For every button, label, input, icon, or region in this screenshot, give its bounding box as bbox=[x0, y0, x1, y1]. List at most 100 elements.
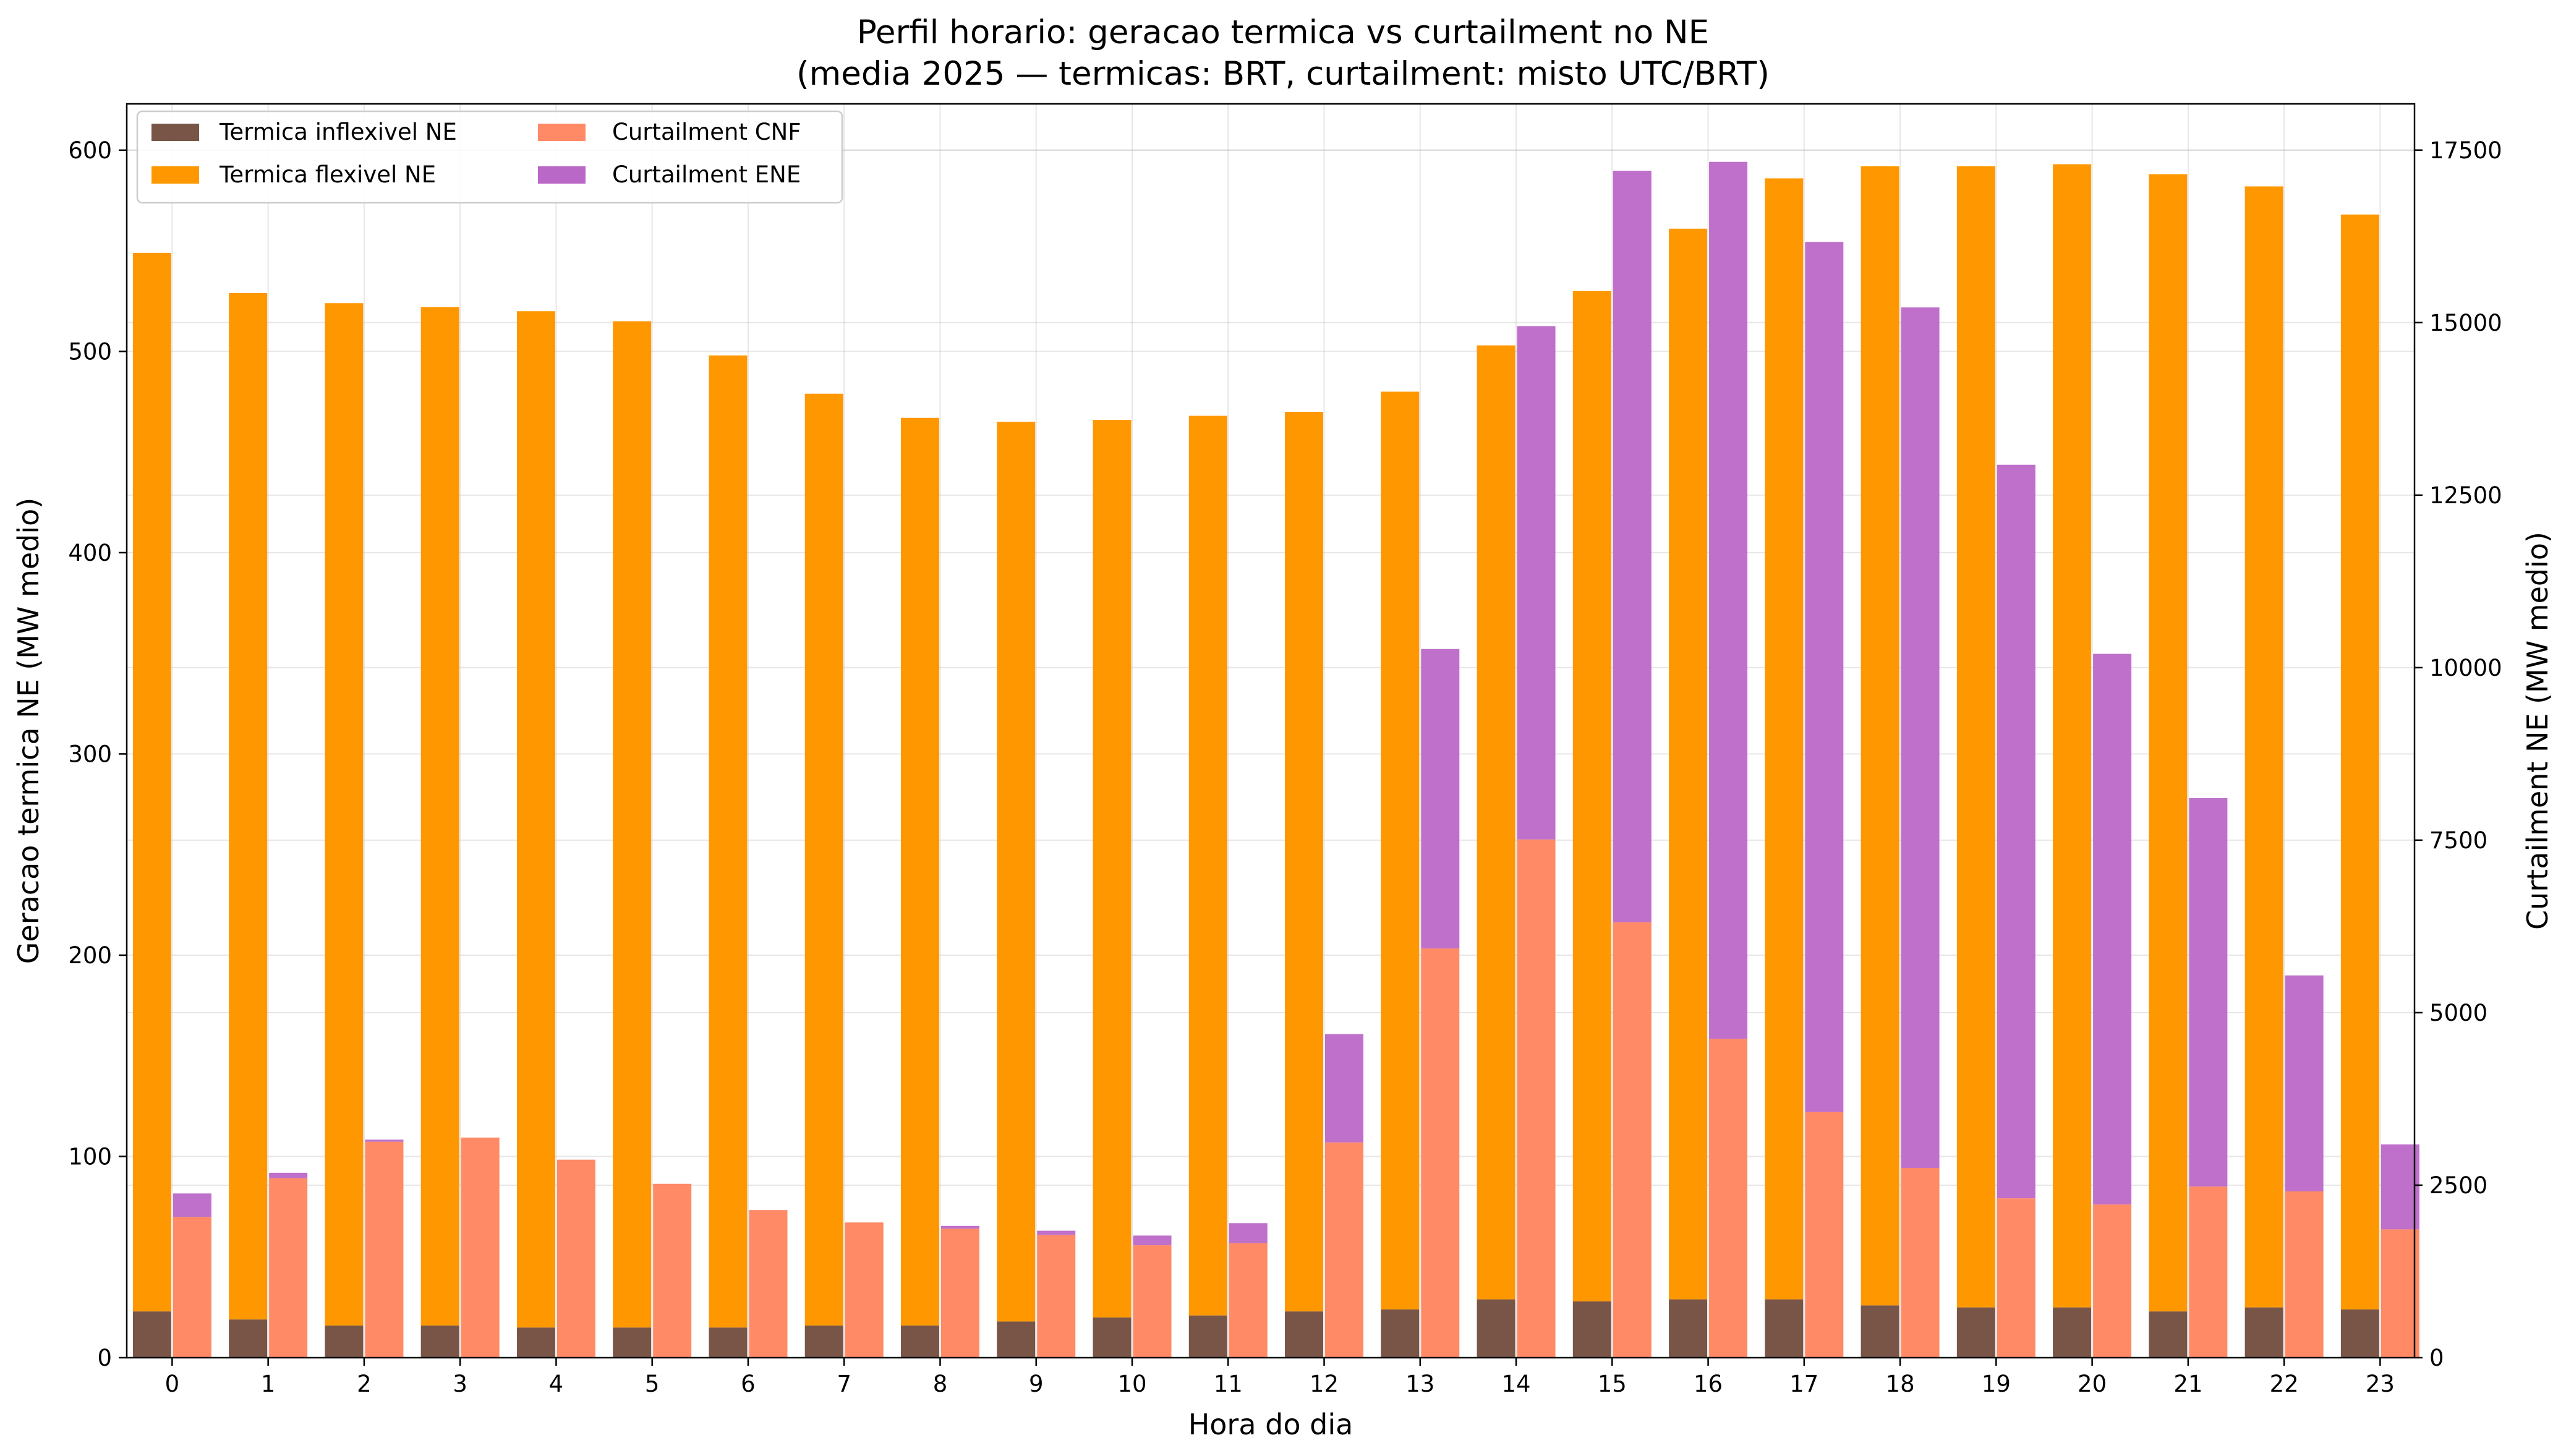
bar-termica-inflexivel bbox=[1765, 1299, 1804, 1358]
x-tick-label: 18 bbox=[1886, 1371, 1915, 1397]
bar-termica-inflexivel bbox=[1477, 1299, 1515, 1358]
bar-curtailment-ene bbox=[365, 1139, 404, 1142]
bar-curtailment-cnf bbox=[749, 1210, 788, 1358]
bars-layer bbox=[132, 161, 2419, 1358]
x-tick-label: 19 bbox=[1982, 1371, 2011, 1397]
bar-curtailment-ene bbox=[1325, 1034, 1364, 1143]
bar-curtailment-ene bbox=[1805, 242, 1844, 1112]
y-axis-label-left: Geracao termica NE (MW medio) bbox=[12, 498, 45, 964]
x-tick-label: 5 bbox=[645, 1371, 660, 1397]
bar-curtailment-cnf bbox=[2285, 1191, 2324, 1358]
x-tick-label: 2 bbox=[357, 1371, 372, 1397]
y-axis-label-right: Curtailment NE (MW medio) bbox=[2521, 532, 2554, 930]
bar-termica-flexivel bbox=[1765, 178, 1804, 1300]
bar-termica-inflexivel bbox=[132, 1311, 171, 1358]
bar-curtailment-ene bbox=[269, 1172, 308, 1178]
bar-curtailment-cnf bbox=[940, 1228, 979, 1358]
bar-termica-inflexivel bbox=[420, 1325, 459, 1358]
bar-curtailment-cnf bbox=[1997, 1198, 2035, 1358]
legend-swatch-inflexivel bbox=[151, 124, 199, 141]
bar-termica-flexivel bbox=[1381, 391, 1420, 1309]
bar-curtailment-cnf bbox=[1421, 948, 1460, 1358]
chart-title-line2: (media 2025 — termicas: BRT, curtailment… bbox=[796, 55, 1770, 93]
x-tick-label: 23 bbox=[2366, 1371, 2395, 1397]
x-tick-label: 22 bbox=[2270, 1371, 2299, 1397]
bar-termica-inflexivel bbox=[2340, 1309, 2379, 1358]
bar-curtailment-cnf bbox=[2093, 1204, 2132, 1358]
bar-termica-inflexivel bbox=[2149, 1311, 2188, 1358]
bar-curtailment-cnf bbox=[1037, 1235, 1076, 1358]
bar-curtailment-cnf bbox=[845, 1222, 884, 1358]
y-tick-label-right: 0 bbox=[2429, 1345, 2444, 1371]
bar-curtailment-ene bbox=[1709, 161, 1748, 1039]
bar-termica-flexivel bbox=[420, 307, 459, 1326]
x-tick-label: 4 bbox=[549, 1371, 564, 1397]
bar-curtailment-ene bbox=[2285, 975, 2324, 1192]
plot-frame bbox=[126, 103, 2416, 1359]
bar-curtailment-ene bbox=[1229, 1223, 1268, 1243]
bar-curtailment-cnf bbox=[2381, 1229, 2419, 1358]
legend-label-cnf: Curtailment CNF bbox=[612, 119, 801, 145]
legend-frame bbox=[136, 110, 843, 204]
bar-curtailment-ene bbox=[1421, 649, 1460, 949]
bar-termica-inflexivel bbox=[1285, 1311, 1324, 1358]
x-tick-label: 20 bbox=[2078, 1371, 2107, 1397]
bar-termica-flexivel bbox=[613, 321, 652, 1328]
bar-curtailment-cnf bbox=[1901, 1168, 1940, 1358]
bar-termica-inflexivel bbox=[1861, 1305, 1899, 1358]
y-tick-label-right: 17500 bbox=[2429, 137, 2502, 164]
bar-termica-flexivel bbox=[2149, 174, 2188, 1312]
legend-label-flexivel: Termica flexivel NE bbox=[219, 161, 436, 188]
y-tick-label-left: 300 bbox=[68, 741, 112, 767]
bar-curtailment-ene bbox=[940, 1225, 979, 1229]
x-tick-label: 16 bbox=[1694, 1371, 1723, 1397]
y-tick-label-right: 5000 bbox=[2429, 1000, 2487, 1026]
bar-curtailment-ene bbox=[173, 1193, 211, 1217]
bar-curtailment-cnf bbox=[461, 1137, 500, 1358]
bar-curtailment-cnf bbox=[1805, 1112, 1844, 1358]
y-tick-label-right: 10000 bbox=[2429, 655, 2502, 681]
bar-termica-flexivel bbox=[229, 292, 268, 1320]
x-tick-label: 0 bbox=[165, 1371, 180, 1397]
x-tick-label: 3 bbox=[453, 1371, 467, 1397]
bar-termica-inflexivel bbox=[804, 1325, 843, 1358]
bar-termica-inflexivel bbox=[997, 1321, 1036, 1358]
x-tick-label: 13 bbox=[1405, 1371, 1434, 1397]
bar-termica-flexivel bbox=[2244, 186, 2283, 1308]
bar-termica-flexivel bbox=[1956, 166, 1995, 1308]
x-tick-label: 11 bbox=[1214, 1371, 1243, 1397]
bar-curtailment-ene bbox=[2093, 653, 2132, 1205]
bar-termica-inflexivel bbox=[516, 1327, 555, 1358]
y-tick-label-left: 100 bbox=[68, 1143, 112, 1170]
bar-curtailment-cnf bbox=[365, 1141, 404, 1358]
bar-curtailment-cnf bbox=[1517, 839, 1556, 1358]
legend-swatch-cnf bbox=[538, 124, 586, 141]
y-tick-label-right: 12500 bbox=[2429, 482, 2502, 509]
bar-termica-flexivel bbox=[997, 422, 1036, 1322]
bar-curtailment-cnf bbox=[2189, 1186, 2228, 1358]
legend-swatch-flexivel bbox=[151, 166, 199, 184]
x-tick-label: 9 bbox=[1029, 1371, 1044, 1397]
y-tick-label-left: 0 bbox=[97, 1345, 112, 1371]
bar-termica-flexivel bbox=[325, 303, 364, 1326]
bar-curtailment-cnf bbox=[1229, 1243, 1268, 1358]
bar-curtailment-ene bbox=[2381, 1144, 2419, 1230]
legend: Termica inflexivel NE Termica flexivel N… bbox=[136, 110, 843, 204]
y-tick-label-left: 600 bbox=[68, 137, 112, 164]
axes-layer: 0 1 2 3 4 5 6 7 8 9 10 11 12 13 14 15 16 17 18 19 20 21 22 2301… bbox=[68, 137, 2502, 1397]
bar-termica-flexivel bbox=[1669, 228, 1708, 1300]
bar-curtailment-cnf bbox=[1325, 1142, 1364, 1358]
bar-termica-inflexivel bbox=[229, 1319, 268, 1358]
x-tick-label: 1 bbox=[261, 1371, 276, 1397]
x-tick-label: 6 bbox=[741, 1371, 756, 1397]
bar-termica-flexivel bbox=[1572, 291, 1611, 1301]
y-tick-label-left: 500 bbox=[68, 338, 112, 365]
bar-curtailment-ene bbox=[1901, 307, 1940, 1169]
bar-termica-inflexivel bbox=[1188, 1315, 1227, 1358]
bar-termica-inflexivel bbox=[613, 1327, 652, 1358]
x-tick-label: 17 bbox=[1789, 1371, 1818, 1397]
x-tick-label: 15 bbox=[1598, 1371, 1627, 1397]
bar-curtailment-cnf bbox=[173, 1217, 211, 1358]
x-tick-label: 21 bbox=[2173, 1371, 2202, 1397]
